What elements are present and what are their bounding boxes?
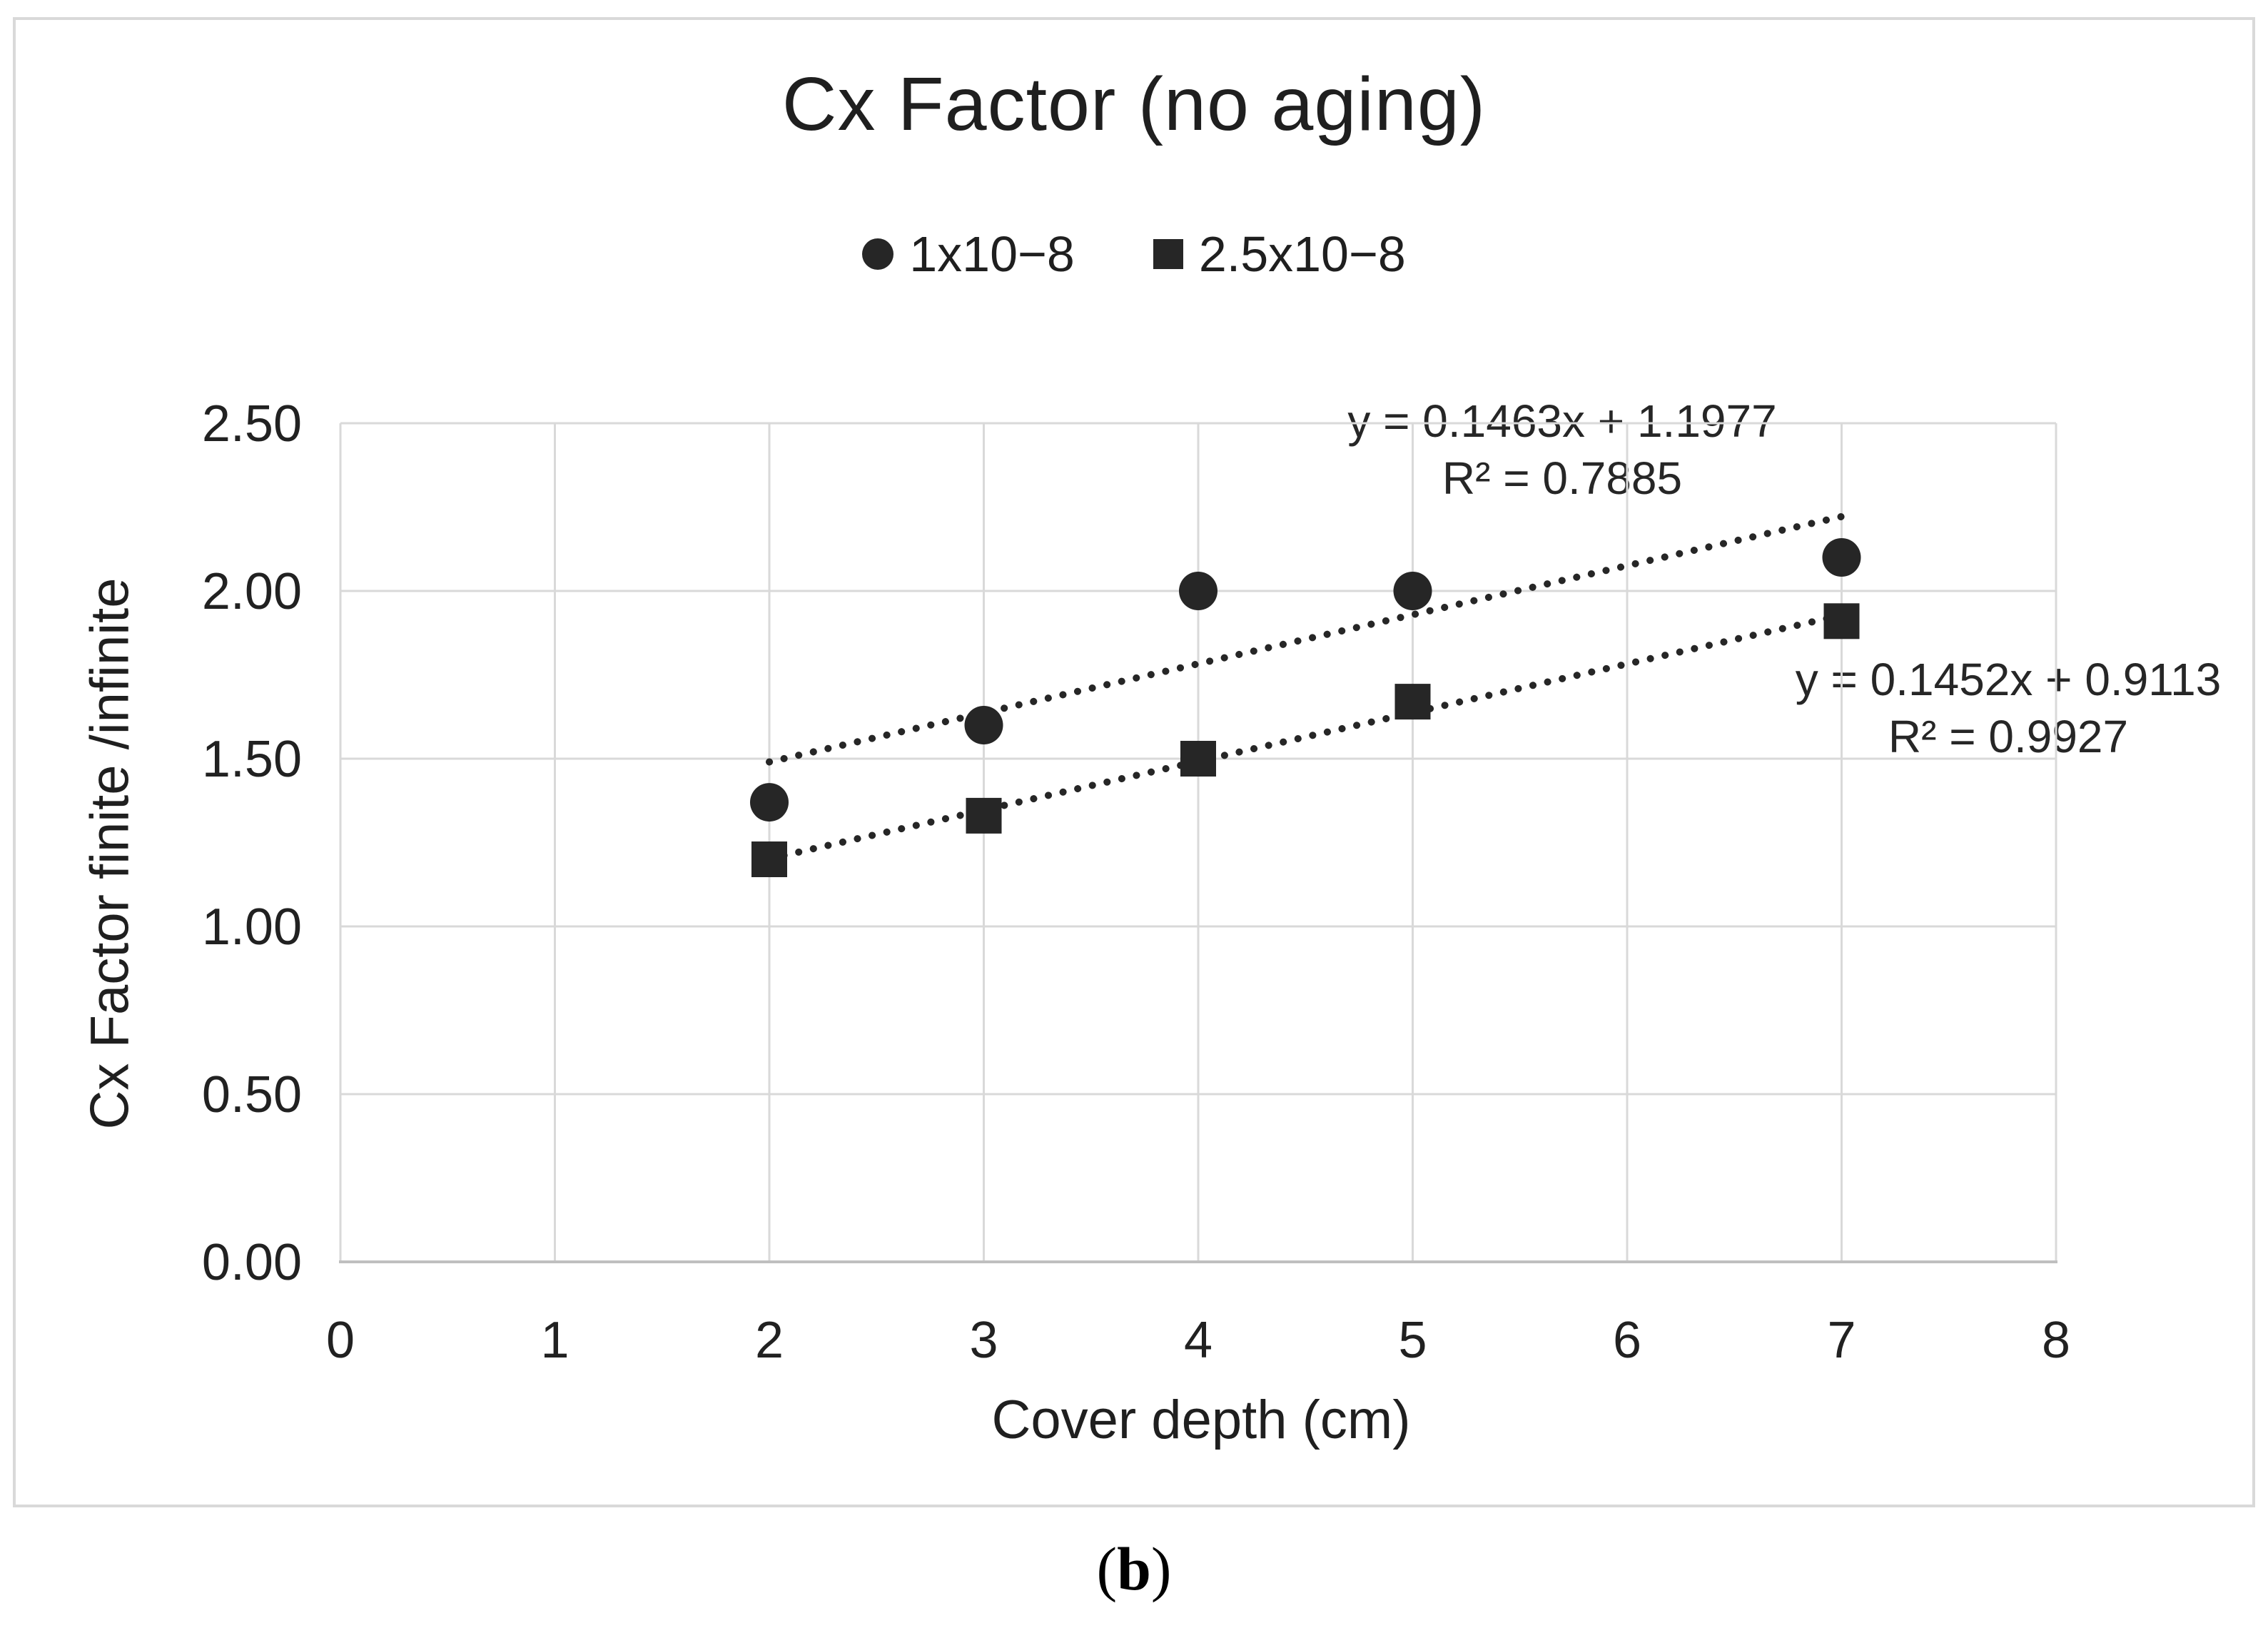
- svg-text:1.00: 1.00: [202, 899, 302, 956]
- svg-text:0.50: 0.50: [202, 1066, 302, 1123]
- chart-frame: Cx Factor (no aging) 1x10−8 2.5x10−8 Cx …: [13, 17, 2255, 1507]
- svg-text:1.50: 1.50: [202, 731, 302, 788]
- svg-text:8: 8: [2042, 1312, 2070, 1369]
- legend-label-series-2: 2.5x10−8: [1198, 226, 1406, 282]
- svg-text:5: 5: [1398, 1312, 1427, 1369]
- svg-text:7: 7: [1827, 1312, 1856, 1369]
- circle-marker-icon: [862, 238, 894, 270]
- x-axis-title: Cover depth (cm): [991, 1390, 1411, 1450]
- r-squared-text: R² = 0.7885: [1442, 452, 1683, 504]
- svg-text:6: 6: [1613, 1312, 1641, 1369]
- plot-gridlines: [339, 422, 2057, 1262]
- chart-legend: 1x10−8 2.5x10−8: [16, 226, 2252, 283]
- figure-caption: (b): [0, 1533, 2268, 1604]
- trendline-equation-series-2: y = 0.1452x + 0.9113 R² = 0.9927: [1762, 651, 2254, 765]
- caption-paren-close: ): [1150, 1535, 1172, 1603]
- plot-trendlines: [766, 512, 1846, 863]
- svg-text:2.50: 2.50: [202, 395, 302, 452]
- square-marker-icon: [1153, 239, 1183, 269]
- svg-text:0: 0: [326, 1312, 355, 1369]
- legend-item-series-2: 2.5x10−8: [1153, 226, 1406, 283]
- svg-text:4: 4: [1184, 1312, 1213, 1369]
- svg-text:2: 2: [755, 1312, 784, 1369]
- plot-tick-labels: 0 1 2 3 4 5 6 7 8 0.00 0.50 1.00 1.50 2.00 2.50: [202, 395, 2070, 1369]
- svg-text:1: 1: [540, 1312, 569, 1369]
- svg-text:0.00: 0.00: [202, 1234, 302, 1291]
- caption-letter: b: [1117, 1535, 1151, 1603]
- caption-paren-open: (: [1096, 1535, 1118, 1603]
- plot-data-markers: [750, 538, 1861, 877]
- equation-text: y = 0.1463x + 1.1977: [1347, 395, 1777, 447]
- r-squared-text: R² = 0.9927: [1888, 711, 2129, 762]
- trendline-equation-series-1: y = 0.1463x + 1.1977 R² = 0.7885: [1320, 393, 1805, 507]
- chart-title: Cx Factor (no aging): [781, 62, 1487, 146]
- svg-text:3: 3: [969, 1312, 998, 1369]
- equation-text: y = 0.1452x + 0.9113: [1795, 654, 2222, 705]
- legend-item-series-1: 1x10−8: [862, 226, 1075, 283]
- legend-label-series-1: 1x10−8: [909, 226, 1075, 282]
- svg-text:2.00: 2.00: [202, 563, 302, 620]
